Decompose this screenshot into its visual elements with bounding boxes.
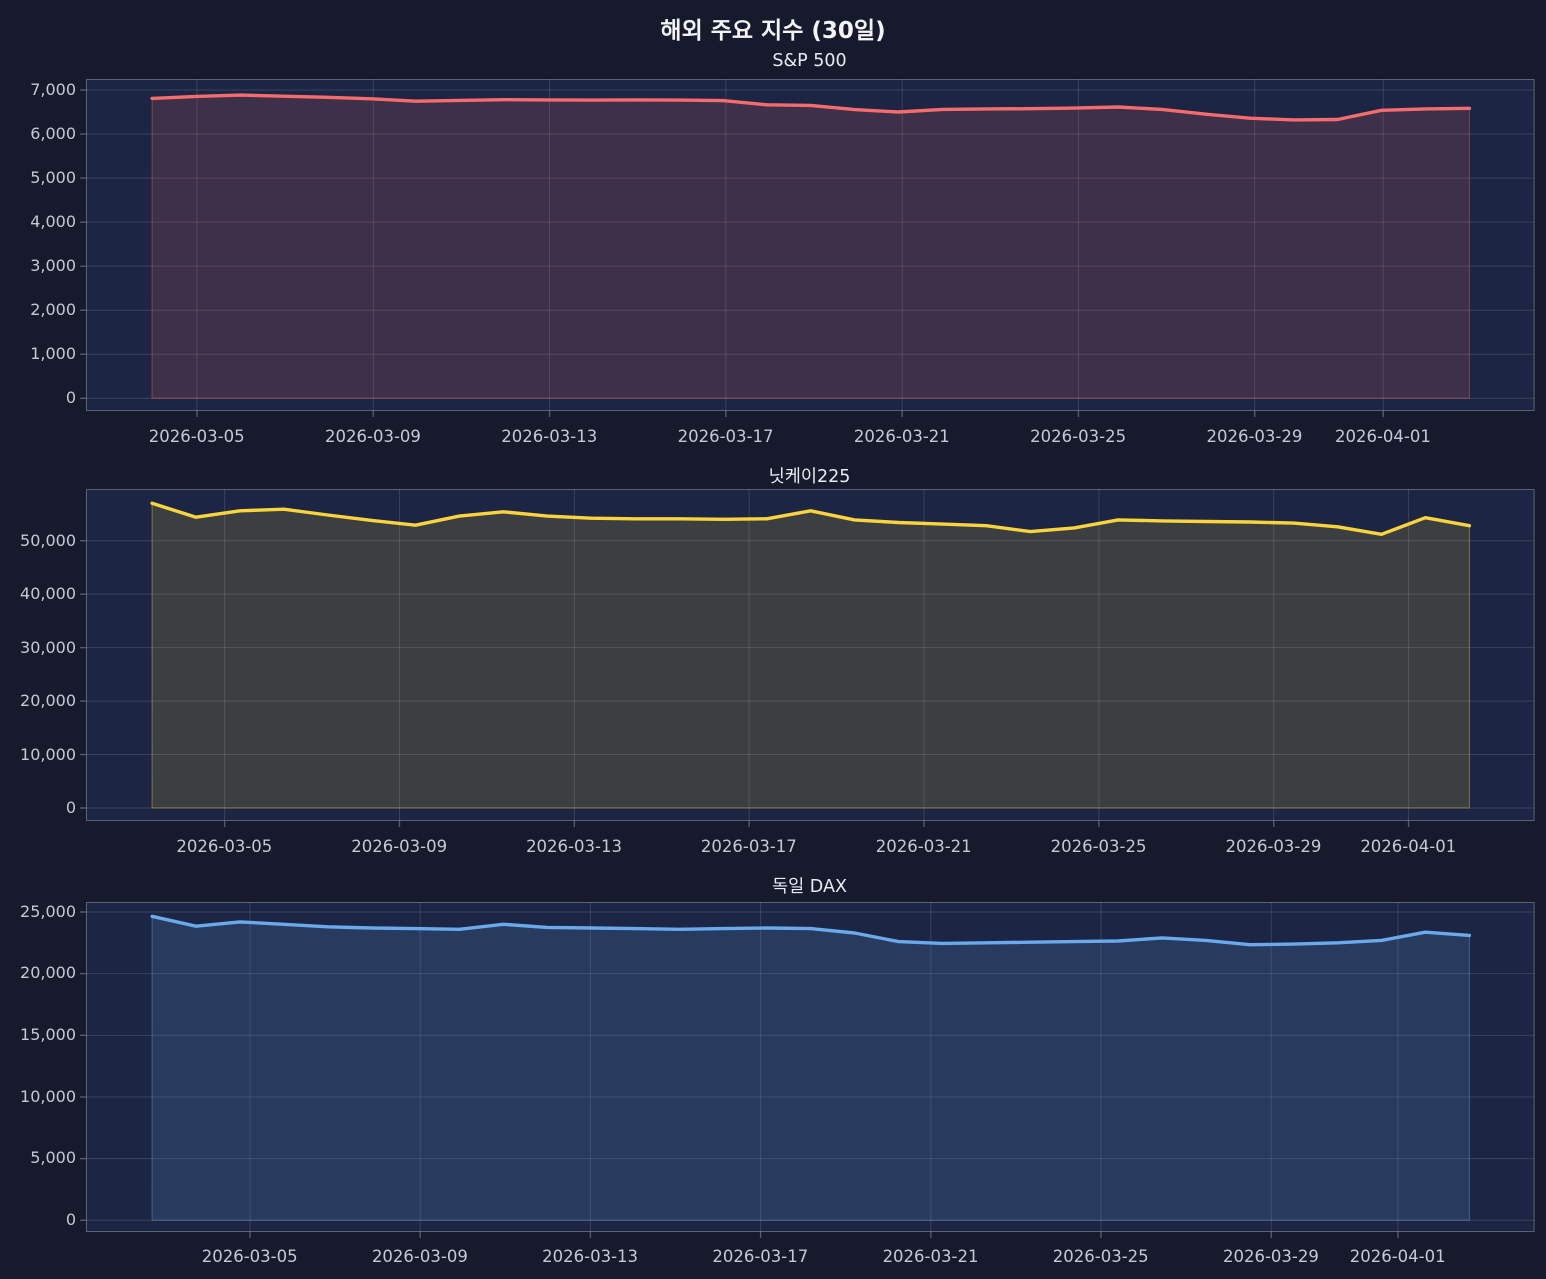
x-tick-label: 2026-03-21 <box>875 837 972 856</box>
plot-background <box>85 79 1535 411</box>
series-line <box>150 501 1471 537</box>
nikkei225-plot <box>79 489 1535 828</box>
y-tick-label: 0 <box>65 798 76 818</box>
page-title: 해외 주요 지수 (30일) <box>660 18 886 44</box>
x-tick-label: 2026-03-29 <box>1222 1247 1319 1266</box>
x-tick-label: 2026-03-29 <box>1206 427 1303 446</box>
y-tick-label: 5,000 <box>30 168 76 188</box>
x-tick-label: 2026-03-21 <box>882 1247 979 1266</box>
x-tick-label: 2026-04-01 <box>1334 427 1431 446</box>
y-tick-label: 20,000 <box>20 691 76 711</box>
x-tick-label: 2026-03-17 <box>677 427 774 446</box>
series-area <box>151 94 1470 399</box>
y-tick-label: 0 <box>65 1210 76 1229</box>
dax-plot <box>79 901 1535 1238</box>
y-tick-label: 30,000 <box>20 637 76 657</box>
x-tick-label: 2026-03-09 <box>351 837 448 856</box>
chart-title-sp500: S&P 500 <box>772 51 847 71</box>
sp500-plot <box>79 79 1535 417</box>
x-tick-label: 2026-03-13 <box>526 837 622 856</box>
y-tick-label: 3,000 <box>30 256 76 276</box>
x-tick-label: 2026-03-17 <box>700 837 797 856</box>
x-tick-label: 2026-03-25 <box>1052 1247 1149 1266</box>
y-tick-label: 4,000 <box>30 212 76 232</box>
x-tick-label: 2026-03-13 <box>501 427 598 446</box>
x-tick-label: 2026-03-09 <box>325 427 421 446</box>
y-tick-label: 10,000 <box>20 1086 76 1106</box>
plot-background <box>85 901 1535 1232</box>
x-tick-label: 2026-03-05 <box>201 1247 298 1266</box>
y-tick-label: 15,000 <box>20 1025 76 1045</box>
plot-border <box>85 901 1535 1232</box>
y-tick-label: 6,000 <box>30 124 76 144</box>
y-tick-label: 40,000 <box>20 584 76 604</box>
x-tick-label: 2026-03-25 <box>1050 837 1147 856</box>
y-tick-label: 0 <box>65 388 76 408</box>
series-line <box>150 914 1471 947</box>
plot-border <box>85 489 1535 822</box>
x-tick-label: 2026-03-05 <box>176 837 273 856</box>
plot-background <box>85 489 1535 822</box>
chart-title-nikkei225: 닛케이225 <box>768 467 851 487</box>
x-tick-label: 2026-03-13 <box>542 1247 639 1266</box>
y-tick-label: 25,000 <box>20 901 76 921</box>
y-tick-label: 5,000 <box>30 1148 76 1168</box>
series-area <box>151 502 1470 809</box>
series-line <box>150 93 1471 122</box>
x-tick-label: 2026-03-21 <box>853 427 950 446</box>
x-tick-label: 2026-03-29 <box>1225 837 1322 856</box>
chart-title-dax: 독일 DAX <box>772 877 847 897</box>
y-tick-label: 7,000 <box>30 80 76 99</box>
x-tick-label: 2026-04-01 <box>1360 837 1457 856</box>
x-tick-label: 2026-03-17 <box>712 1247 809 1266</box>
series-area <box>151 915 1470 1221</box>
y-tick-label: 1,000 <box>30 344 76 364</box>
x-tick-label: 2026-03-25 <box>1030 427 1127 446</box>
y-tick-label: 20,000 <box>20 963 76 983</box>
x-tick-label: 2026-03-05 <box>148 427 245 446</box>
plot-border <box>85 79 1535 411</box>
y-tick-label: 50,000 <box>20 531 76 550</box>
x-tick-label: 2026-03-09 <box>371 1247 468 1266</box>
y-tick-label: 2,000 <box>30 300 76 320</box>
x-tick-label: 2026-04-01 <box>1349 1247 1446 1266</box>
y-tick-label: 10,000 <box>20 744 76 764</box>
